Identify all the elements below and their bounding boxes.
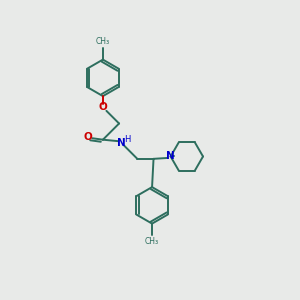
Text: N: N [166, 152, 175, 161]
Text: N: N [117, 138, 125, 148]
Text: H: H [124, 135, 130, 144]
Text: O: O [98, 102, 107, 112]
Text: O: O [84, 132, 92, 142]
Text: CH₃: CH₃ [96, 38, 110, 46]
Text: CH₃: CH₃ [145, 237, 159, 246]
